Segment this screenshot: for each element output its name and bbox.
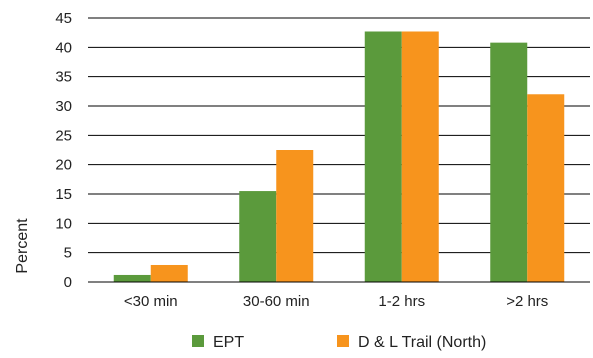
x-axis-ticks: <30 min 30-60 min 1-2 hrs >2 hrs [124, 293, 548, 310]
bar-dl-trail-north [150, 264, 188, 282]
y-tick-label: 30 [55, 98, 72, 115]
y-tick-label: 25 [55, 127, 72, 144]
bar-ept [490, 42, 528, 282]
y-tick-label: 5 [64, 245, 72, 262]
bar-ept [239, 191, 277, 282]
y-tick-label: 20 [55, 157, 72, 174]
y-axis-title: Percent [14, 218, 31, 274]
y-tick-label: 35 [55, 69, 72, 86]
gridlines [88, 17, 590, 254]
y-axis-ticks: 0 5 10 15 20 25 30 35 40 45 [55, 10, 72, 291]
y-tick-label: 15 [55, 186, 72, 203]
legend-swatch [192, 335, 204, 347]
y-tick-label: 0 [64, 274, 72, 291]
x-tick-label: 30-60 min [243, 293, 310, 310]
bar-ept [113, 274, 151, 282]
legend-label: D & L Trail (North) [358, 334, 486, 351]
legend-label: EPT [213, 334, 244, 351]
legend-swatch [337, 335, 349, 347]
bar-dl-trail-north [401, 31, 439, 283]
legend: EPT D & L Trail (North) [192, 334, 486, 351]
bar-dl-trail-north [276, 150, 314, 282]
bars [113, 31, 565, 283]
bar-ept [364, 31, 402, 283]
y-tick-label: 10 [55, 215, 72, 232]
y-tick-label: 40 [55, 39, 72, 56]
x-tick-label: <30 min [124, 293, 178, 310]
x-tick-label: 1-2 hrs [378, 293, 425, 310]
y-tick-label: 45 [55, 10, 72, 27]
x-tick-label: >2 hrs [506, 293, 548, 310]
bar-dl-trail-north [527, 94, 565, 283]
